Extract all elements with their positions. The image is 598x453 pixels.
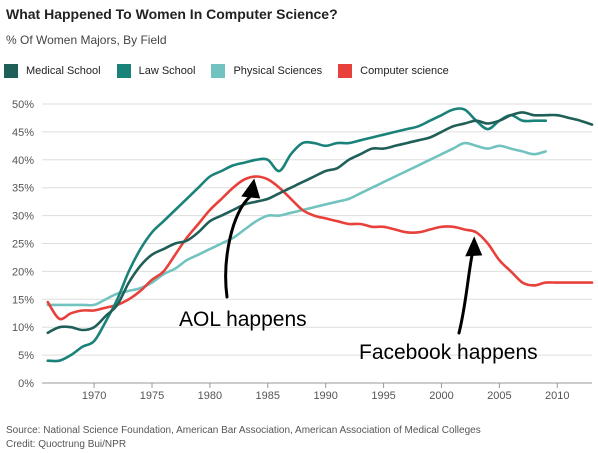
x-tick-label: 2005 xyxy=(487,390,511,402)
series-line-physical-sciences xyxy=(46,141,547,307)
y-tick-label: 0% xyxy=(18,378,34,390)
legend-swatch-physical-sciences xyxy=(211,64,226,78)
legend-item-computer-science: Computer science xyxy=(338,64,449,78)
legend: Medical School Law School Physical Scien… xyxy=(4,64,465,78)
y-tick-label: 15% xyxy=(12,294,34,306)
facebook-arrow-line xyxy=(457,252,474,335)
y-tick-label: 50% xyxy=(12,99,34,111)
y-tick-label: 45% xyxy=(12,127,34,139)
legend-label-computer-science: Computer science xyxy=(360,65,449,77)
legend-item-law-school: Law School xyxy=(116,64,196,78)
x-tick-label: 1985 xyxy=(256,390,280,402)
legend-swatch-computer-science xyxy=(338,64,353,78)
aol-arrow-line xyxy=(224,195,252,299)
y-tick-label: 10% xyxy=(12,322,34,334)
facebook-arrow-head xyxy=(465,236,483,257)
legend-label-law-school: Law School xyxy=(138,65,196,77)
chart-subtitle: % Of Women Majors, By Field xyxy=(6,33,167,47)
legend-label-medical-school: Medical School xyxy=(26,65,101,77)
y-axis-tick-labels: 0% 5% 10% 15% 20% 25% 30% 35% 40% 45% 50% xyxy=(12,99,34,390)
x-tick-label: 1970 xyxy=(82,390,106,402)
credit-note: Credit: Quoctrung Bui/NPR xyxy=(6,439,127,450)
x-tick-label: 1990 xyxy=(313,390,337,402)
annotations: AOL happens Facebook happens xyxy=(179,178,538,364)
y-tick-label: 40% xyxy=(12,155,34,167)
series-line-computer-science xyxy=(46,175,594,321)
series-lines xyxy=(46,107,594,363)
legend-label-physical-sciences: Physical Sciences xyxy=(233,65,323,77)
x-tick-label: 1995 xyxy=(371,390,395,402)
legend-item-physical-sciences: Physical Sciences xyxy=(211,64,322,78)
x-tick-label: 1975 xyxy=(140,390,164,402)
legend-swatch-medical-school xyxy=(4,64,18,78)
x-tick-label: 2010 xyxy=(545,390,569,402)
legend-item-medical-school: Medical School xyxy=(4,64,101,78)
legend-swatch-law-school xyxy=(116,64,131,78)
chart-title: What Happened To Women In Computer Scien… xyxy=(6,6,338,22)
y-tick-label: 25% xyxy=(12,239,34,251)
x-tick-label: 2000 xyxy=(429,390,453,402)
source-note: Source: National Science Foundation, Ame… xyxy=(6,425,481,436)
y-tick-label: 5% xyxy=(18,350,34,362)
x-axis-tick-labels: 1970 1975 1980 1985 1990 1995 2000 2005 2010 xyxy=(82,383,570,402)
y-tick-label: 35% xyxy=(12,183,34,195)
y-tick-label: 30% xyxy=(12,211,34,223)
y-tick-label: 20% xyxy=(12,266,34,278)
aol-arrow-head xyxy=(241,178,261,199)
series-line-law-school xyxy=(46,107,547,363)
x-tick-label: 1980 xyxy=(198,390,222,402)
series-line-medical-school xyxy=(46,111,594,335)
annotation-facebook-happens: Facebook happens xyxy=(359,341,538,364)
annotation-aol-happens: AOL happens xyxy=(179,308,307,331)
